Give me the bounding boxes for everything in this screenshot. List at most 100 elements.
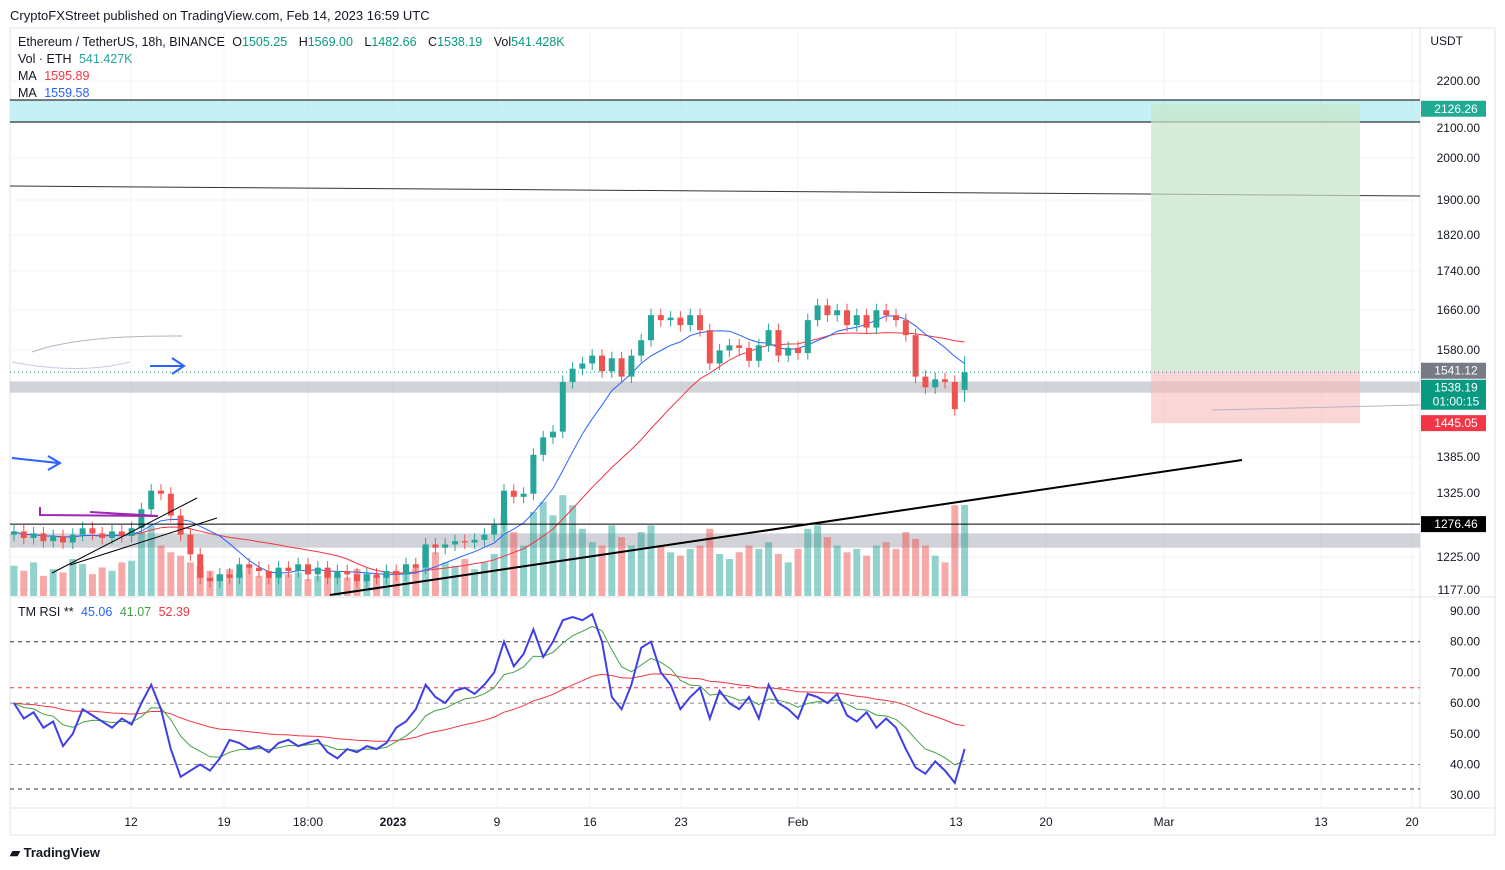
candle — [510, 490, 517, 497]
symbol-name[interactable]: Ethereum / TetherUS, 18h, BINANCE — [18, 35, 225, 49]
close-label: C — [428, 35, 438, 49]
candle — [834, 310, 841, 316]
price-tick-label: 1900.00 — [1437, 193, 1481, 207]
rsi-tick-label: 90.00 — [1450, 604, 1480, 618]
volume-bar — [333, 574, 341, 596]
candle — [814, 305, 821, 321]
volume-bar — [284, 574, 292, 596]
ascending-trendline — [329, 459, 1243, 596]
volume-bar — [98, 567, 106, 596]
rsi-label[interactable]: TM RSI ** — [18, 605, 74, 619]
candle — [442, 544, 449, 548]
price-tick-label: 2200.00 — [1437, 74, 1481, 88]
low-label: L — [364, 35, 372, 49]
volume-bar — [451, 565, 459, 596]
tradingview-logo[interactable]: ▰ TradingView — [10, 845, 100, 861]
candle — [305, 564, 311, 575]
volume-bar — [314, 575, 322, 596]
volume-bar — [79, 564, 87, 596]
volume-bar — [382, 574, 390, 596]
candle — [648, 315, 654, 341]
purple-pattern-line — [39, 507, 159, 517]
candle — [765, 330, 772, 346]
volume-bar — [510, 532, 518, 596]
candle — [883, 310, 890, 316]
ma-fast-value: 1559.58 — [44, 86, 90, 100]
volume-bar — [441, 562, 449, 596]
faded-arrow-path — [11, 361, 131, 369]
rsi-tick-label: 30.00 — [1450, 788, 1480, 802]
volume-bar — [696, 545, 704, 596]
volume-bar — [823, 537, 831, 596]
price-label-badge — [1421, 415, 1486, 432]
tradingview-icon: ▰ — [10, 845, 24, 860]
price-label-badge — [1421, 379, 1486, 410]
candle — [912, 335, 919, 377]
time-tick-label: 20 — [1039, 815, 1053, 829]
time-tick-label: 16 — [583, 815, 597, 829]
price-tick-label: 1660.00 — [1437, 303, 1481, 317]
vol-value: 541.428K — [511, 35, 565, 49]
volume-bar — [265, 577, 273, 596]
resistance-zone — [10, 100, 1420, 122]
time-tick-label: 19 — [217, 815, 231, 829]
volume-bar — [255, 575, 263, 596]
volume-bar — [20, 570, 28, 596]
ma-label[interactable]: MA — [18, 86, 37, 100]
volume-bar — [637, 532, 645, 596]
price-label: 1445.05 — [1434, 416, 1478, 430]
volume-bar — [912, 538, 920, 596]
price-tick-label: 1580.00 — [1437, 343, 1481, 357]
candle — [314, 567, 321, 575]
countdown-label: 01:00:15 — [1433, 395, 1480, 409]
candle — [89, 528, 96, 534]
rsi-tick-label: 50.00 — [1450, 727, 1480, 741]
volume-bar — [735, 552, 743, 596]
high-value: 1569.00 — [307, 35, 353, 49]
candle — [79, 528, 86, 535]
candle — [785, 347, 792, 356]
volume-bar — [961, 505, 969, 596]
volume-bar — [902, 532, 910, 596]
rsi-legend: TM RSI ** 45.06 41.07 52.39 — [18, 605, 194, 619]
vol-eth-label[interactable]: Vol · ETH — [18, 52, 72, 66]
volume-bar — [559, 495, 567, 596]
candle — [187, 534, 194, 555]
rsi-tick-label: 60.00 — [1450, 696, 1480, 710]
price-label: 1538.19 — [1434, 381, 1478, 395]
open-value: 1505.25 — [242, 35, 288, 49]
volume-bar — [569, 505, 577, 596]
volume-bar — [480, 562, 488, 596]
candle — [530, 454, 537, 494]
candle — [99, 533, 106, 538]
price-tick-label: 1385.00 — [1437, 450, 1481, 464]
ma-slow-value: 1595.89 — [44, 69, 90, 83]
candle — [324, 567, 331, 578]
volume-bar — [294, 572, 302, 596]
drawn-line — [1211, 404, 1421, 411]
volume-bar — [931, 555, 939, 596]
long-position-loss-zone — [1151, 370, 1360, 424]
candle — [148, 490, 155, 510]
ma-label[interactable]: MA — [18, 69, 37, 83]
price-tick-label: 1325.00 — [1437, 486, 1481, 500]
volume-bar — [500, 515, 508, 596]
ma-fast-legend: MA 1559.58 — [18, 86, 93, 100]
volume-bar — [431, 552, 439, 596]
volume-bar — [608, 525, 616, 596]
volume-bar — [167, 552, 175, 596]
candle — [844, 310, 850, 326]
brand-name: TradingView — [23, 845, 100, 860]
candle — [177, 515, 184, 535]
volume-bar — [706, 528, 714, 596]
candle — [559, 381, 566, 432]
candle — [246, 564, 253, 568]
candle — [226, 574, 233, 578]
volume-bar — [647, 525, 655, 596]
arrow-icon — [150, 357, 186, 375]
price-tick-label: 1820.00 — [1437, 228, 1481, 242]
volume-bar — [853, 548, 861, 596]
candle — [207, 577, 213, 582]
candle — [383, 571, 390, 578]
